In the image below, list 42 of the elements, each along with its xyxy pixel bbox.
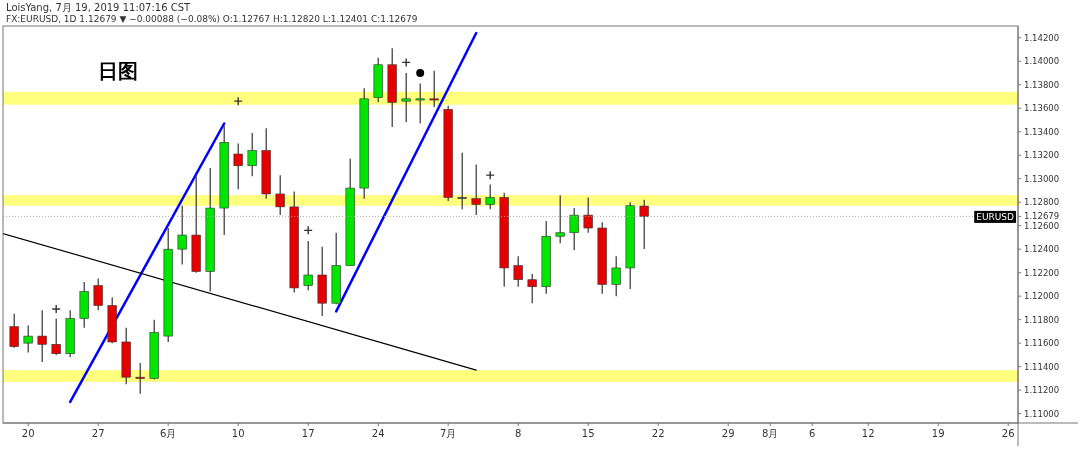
chart-subtitle: FX:EURUSD, 1D 1.12679 ▼ −0.00088 (−0.08%) O:1.12767 H:1.12820 L:1.12401 C:1.12679 bbox=[6, 14, 418, 24]
x-tick-label: 15 bbox=[581, 428, 595, 439]
x-tick-label: 19 bbox=[931, 428, 945, 439]
point bbox=[51, 304, 61, 314]
x-tick-label: 22 bbox=[651, 428, 665, 439]
x-tick-label: 7月 bbox=[440, 428, 457, 439]
y-tick-label: 1.12679 bbox=[1024, 211, 1060, 222]
ref-line-label: EURUSD bbox=[976, 211, 1015, 222]
y-tick-label: 1.13400 bbox=[1024, 126, 1060, 137]
y-tick-label: 1.14200 bbox=[1024, 32, 1060, 43]
y-tick-label: 1.11600 bbox=[1024, 338, 1060, 349]
y-tick-label: 1.13000 bbox=[1024, 173, 1060, 184]
y-tick-label: 1.12000 bbox=[1024, 291, 1060, 302]
x-tick-label: 6 bbox=[809, 428, 816, 439]
x-tick-label: 17 bbox=[301, 428, 315, 439]
y-tick-label: 1.14000 bbox=[1024, 56, 1060, 67]
y-tick-label: 1.13600 bbox=[1024, 103, 1060, 114]
point bbox=[485, 170, 495, 180]
x-tick-label: 8月 bbox=[762, 428, 779, 439]
y-tick-label: 1.11800 bbox=[1024, 314, 1060, 325]
x-tick-label: 10 bbox=[231, 428, 245, 439]
x-tick-label: 29 bbox=[721, 428, 735, 439]
y-tick-label: 1.12400 bbox=[1024, 244, 1060, 255]
y-tick-label: 1.11000 bbox=[1024, 408, 1060, 419]
x-tick-label: 20 bbox=[21, 428, 35, 439]
point bbox=[233, 96, 243, 106]
y-tick-label: 1.12200 bbox=[1024, 267, 1060, 278]
annotation: 日图 bbox=[98, 59, 138, 83]
x-tick-label: 6月 bbox=[160, 428, 177, 439]
x-tick-label: 26 bbox=[1001, 428, 1015, 439]
y-tick-label: 1.12800 bbox=[1024, 197, 1060, 208]
x-tick-label: 24 bbox=[371, 428, 385, 439]
x-tick-label: 27 bbox=[91, 428, 105, 439]
y-tick-label: 1.13200 bbox=[1024, 150, 1060, 161]
x-tick-label: 8 bbox=[515, 428, 522, 439]
point bbox=[416, 68, 425, 77]
y-tick-label: 1.12600 bbox=[1024, 220, 1060, 231]
x-tick-label: 12 bbox=[861, 428, 875, 439]
chart-title: LoisYang, 7月 19, 2019 11:07:16 CST bbox=[6, 2, 192, 13]
y-tick-label: 1.13800 bbox=[1024, 79, 1060, 90]
y-tick-label: 1.11400 bbox=[1024, 361, 1060, 372]
y-tick-label: 1.11200 bbox=[1024, 385, 1060, 396]
